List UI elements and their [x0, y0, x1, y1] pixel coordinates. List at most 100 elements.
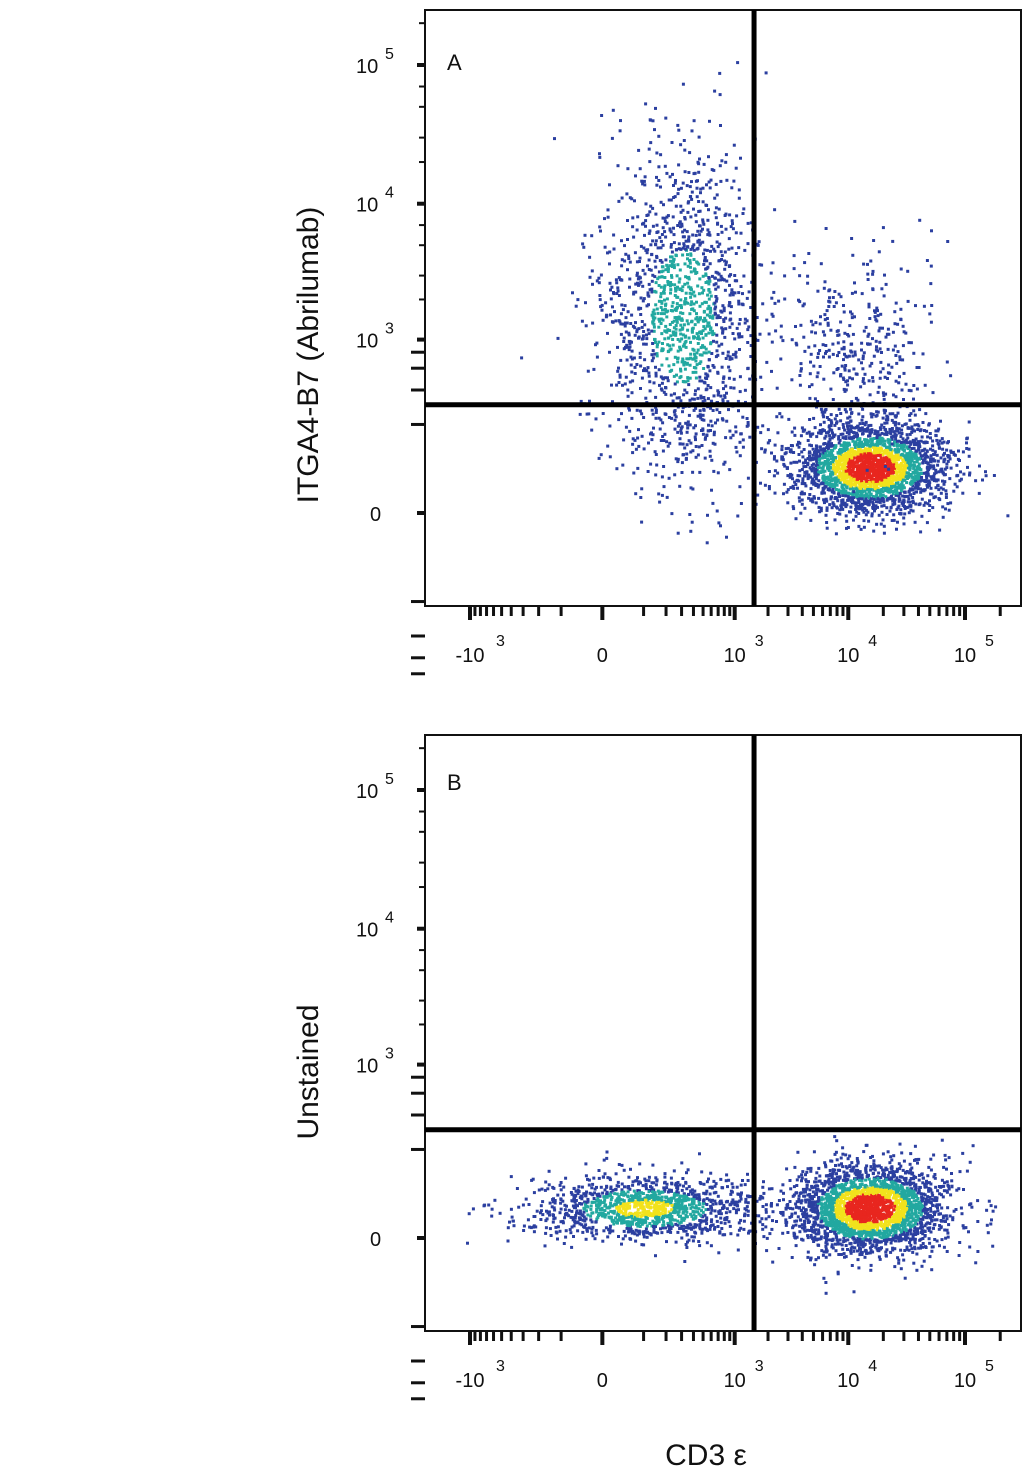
event-point	[720, 310, 724, 314]
event-point	[940, 437, 944, 441]
event-point	[823, 333, 827, 337]
event-point	[608, 250, 612, 254]
event-point	[825, 508, 829, 512]
event-point	[641, 334, 645, 338]
event-point	[930, 304, 934, 307]
event-point	[831, 471, 835, 475]
event-point	[825, 480, 829, 484]
event-point	[727, 237, 731, 241]
event-point	[917, 448, 920, 452]
event-point	[529, 1226, 533, 1230]
event-point	[678, 1183, 682, 1187]
event-point	[731, 222, 734, 226]
event-point	[715, 340, 719, 344]
event-point	[870, 415, 874, 419]
event-point	[660, 260, 664, 264]
event-point	[677, 128, 681, 132]
event-point	[770, 451, 773, 455]
event-point	[721, 400, 725, 404]
event-point	[814, 475, 818, 479]
event-point	[639, 306, 643, 310]
event-point	[865, 499, 869, 503]
event-point	[850, 400, 854, 404]
event-point	[875, 345, 878, 349]
event-point	[664, 235, 668, 239]
event-point	[848, 376, 852, 380]
event-point	[831, 433, 835, 437]
event-point	[821, 487, 825, 491]
event-point	[869, 492, 873, 496]
event-point	[614, 1216, 618, 1220]
event-point	[686, 1240, 689, 1244]
event-point	[836, 468, 840, 471]
event-point	[876, 438, 880, 442]
event-point	[668, 441, 672, 445]
event-point	[687, 235, 691, 239]
event-point	[656, 246, 660, 250]
event-point	[640, 376, 644, 380]
event-point	[825, 309, 829, 313]
event-point	[638, 256, 642, 260]
event-point	[880, 510, 884, 514]
event-point	[812, 416, 816, 420]
event-point	[626, 219, 629, 222]
event-point	[685, 319, 689, 323]
event-point	[848, 468, 852, 472]
event-point	[811, 447, 815, 451]
event-point	[466, 1241, 469, 1245]
event-point	[634, 282, 638, 286]
event-point	[862, 329, 866, 333]
event-point	[693, 294, 697, 298]
event-point	[650, 359, 654, 363]
event-point	[609, 288, 612, 292]
event-point	[908, 432, 912, 436]
y-tick-label: 0	[370, 504, 381, 526]
event-point	[644, 396, 648, 400]
event-point	[826, 482, 830, 486]
event-point	[590, 234, 594, 238]
event-point	[702, 288, 706, 292]
event-point	[646, 328, 650, 332]
event-point	[667, 364, 671, 368]
event-point	[897, 485, 901, 489]
event-point	[667, 267, 670, 271]
event-point	[932, 475, 936, 479]
event-point	[844, 364, 848, 367]
event-point	[704, 436, 707, 440]
event-point	[733, 1203, 737, 1207]
event-point	[676, 349, 680, 353]
y-tick-exponent: 4	[385, 185, 394, 202]
event-point	[728, 301, 732, 305]
event-point	[901, 324, 905, 328]
event-point	[630, 340, 633, 344]
event-point	[822, 462, 826, 466]
event-point	[637, 275, 641, 279]
event-point	[714, 312, 717, 316]
event-point	[875, 475, 879, 479]
event-point	[676, 1219, 680, 1223]
event-point	[955, 474, 959, 478]
event-point	[719, 124, 722, 127]
event-point	[773, 455, 776, 459]
event-point	[664, 386, 667, 389]
event-point	[917, 462, 921, 466]
event-point	[890, 474, 894, 478]
event-point	[597, 276, 601, 280]
event-point	[638, 167, 642, 171]
event-point	[798, 469, 802, 473]
event-point	[689, 303, 693, 307]
event-point	[893, 414, 897, 418]
event-point	[702, 162, 706, 166]
event-point	[713, 442, 717, 446]
event-point	[595, 1198, 599, 1202]
event-point	[622, 336, 626, 340]
event-point	[644, 1227, 648, 1231]
event-point	[819, 509, 823, 513]
event-point	[818, 322, 822, 326]
event-point	[696, 335, 700, 339]
event-point	[850, 312, 854, 316]
event-point	[826, 321, 830, 325]
event-point	[882, 483, 886, 487]
event-point	[606, 444, 610, 448]
event-point	[716, 471, 720, 475]
